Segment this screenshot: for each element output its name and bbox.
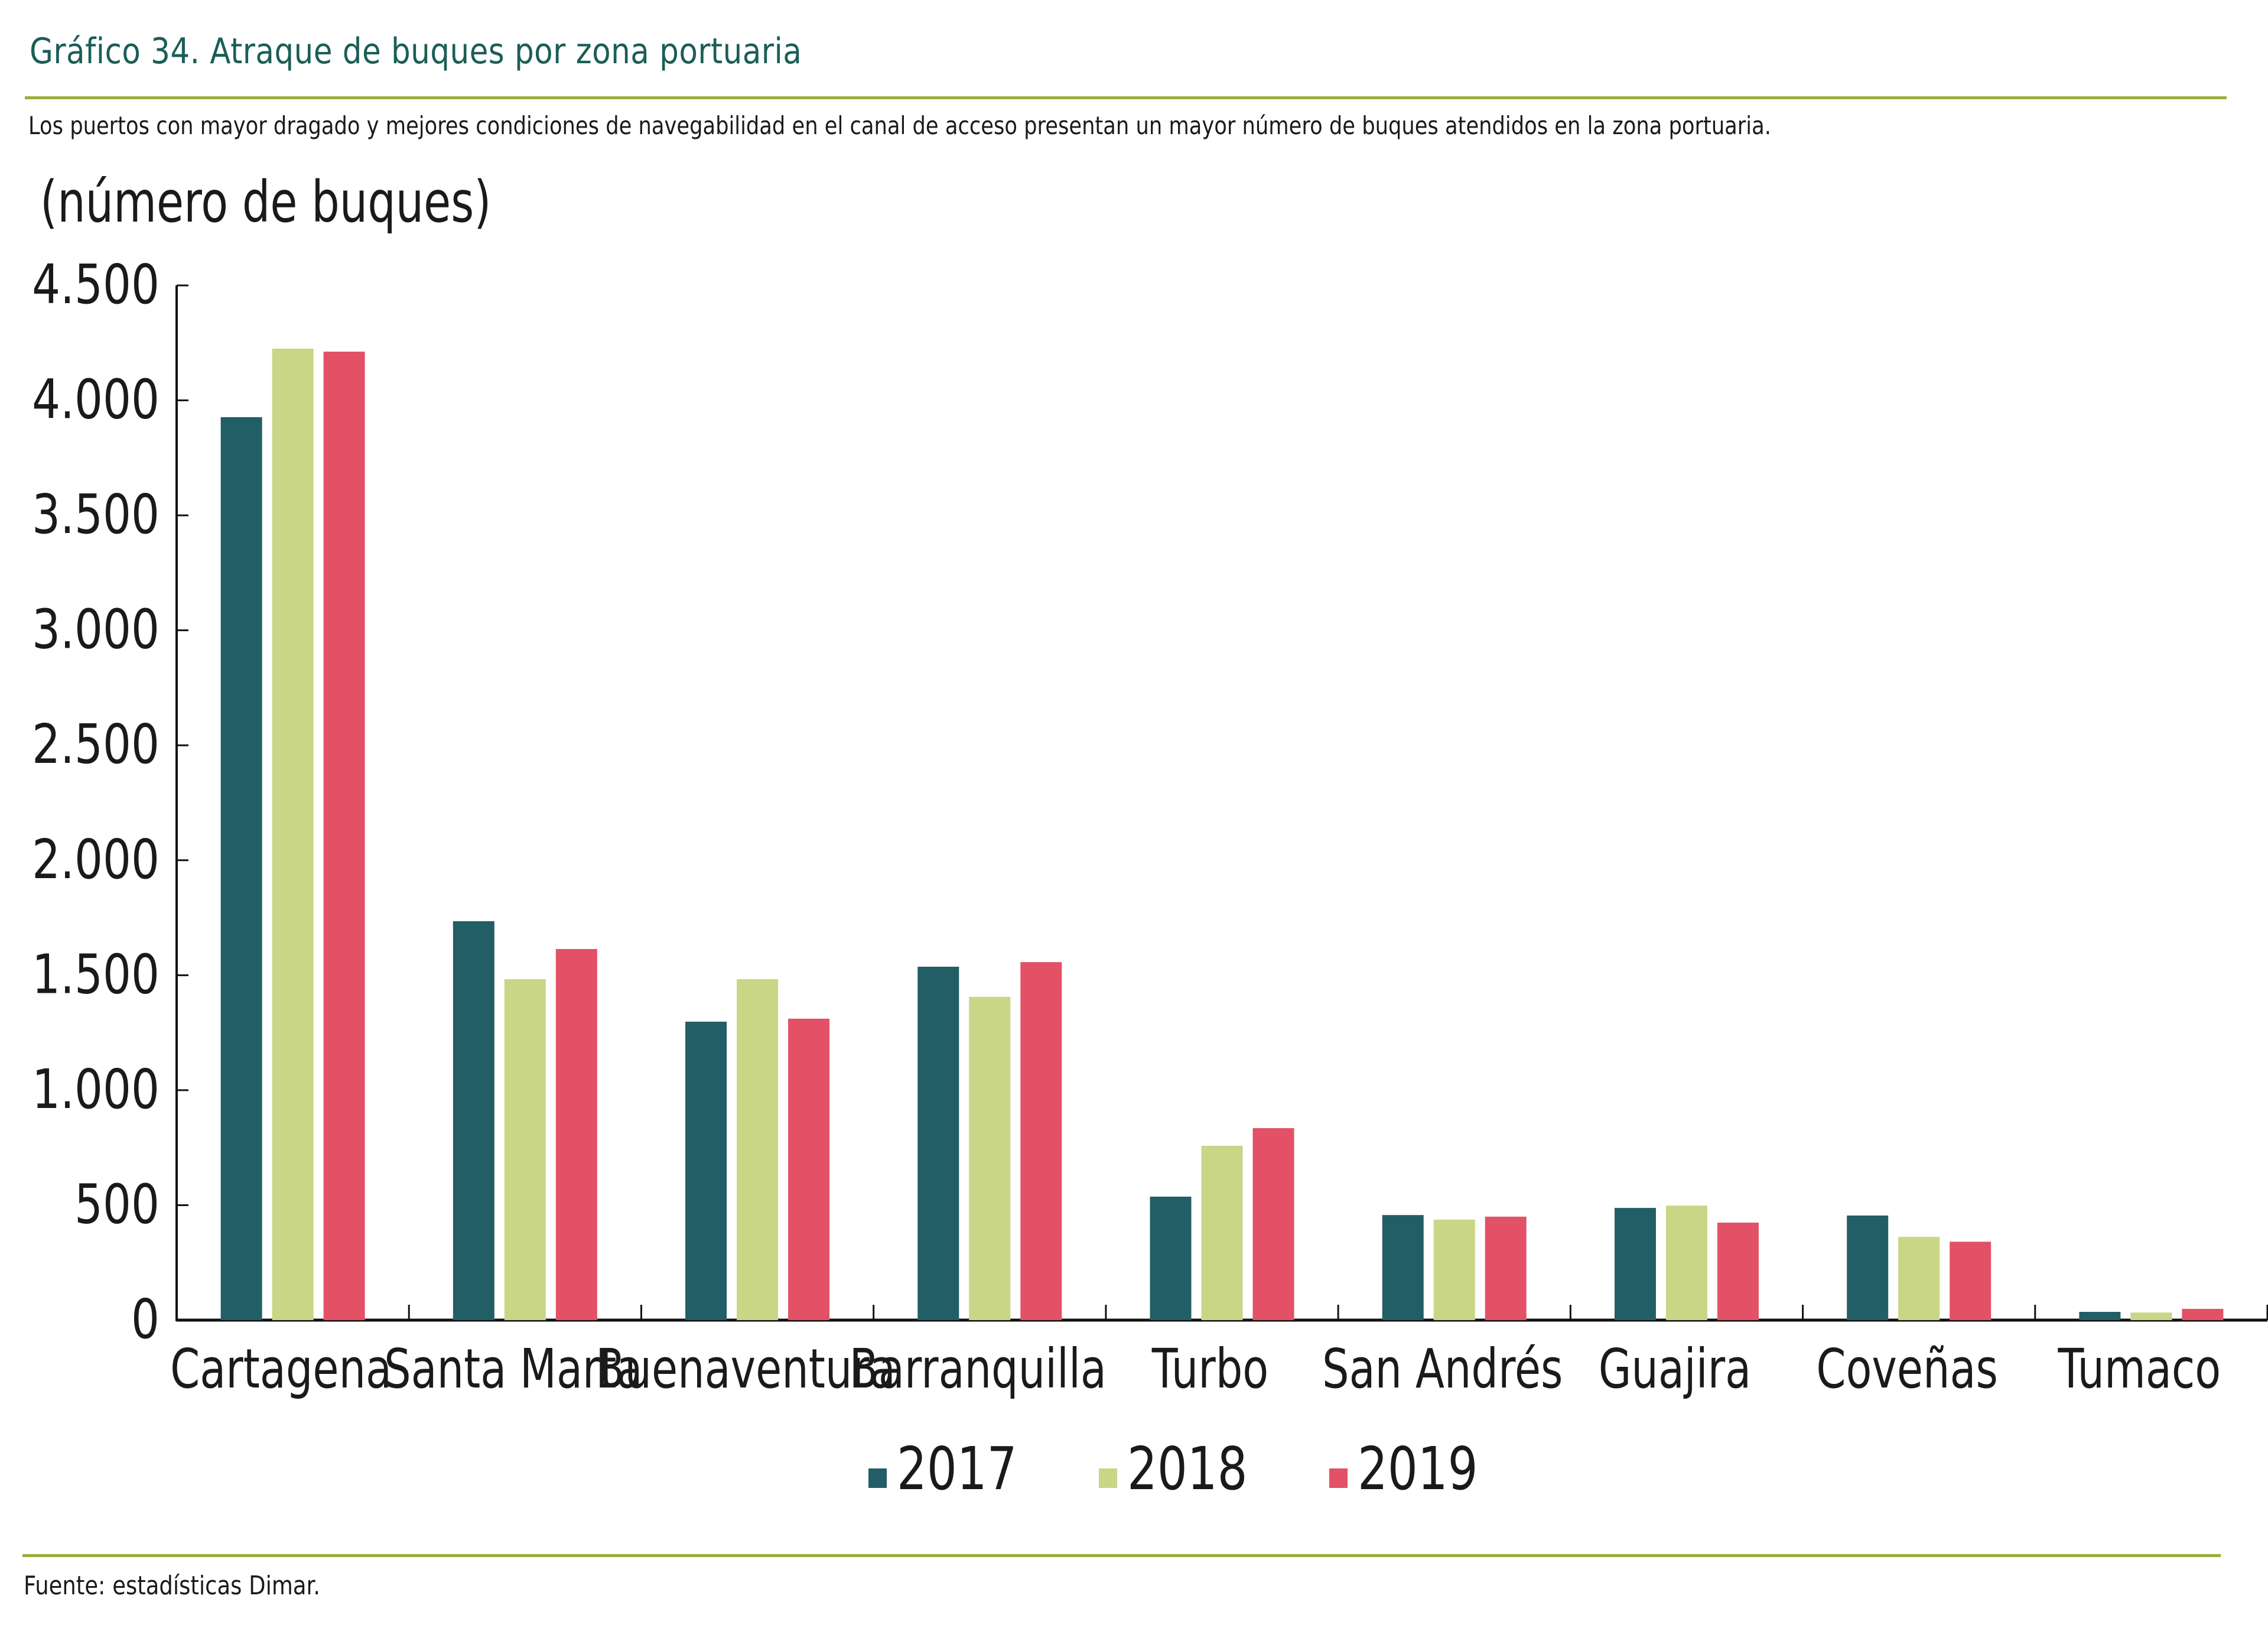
chart-title: Gráfico 34. Atraque de buques por zona p… xyxy=(30,31,802,72)
category-label: Tumaco xyxy=(2058,1337,2221,1400)
y-tick-label: 4.000 xyxy=(32,368,160,431)
y-tick-label: 3.000 xyxy=(32,597,160,661)
bar-tumaco-2019 xyxy=(2182,1308,2224,1320)
legend-swatch-2018 xyxy=(1099,1468,1117,1488)
bar-barranquilla-2017 xyxy=(917,966,959,1320)
y-tick-label: 0 xyxy=(131,1288,160,1351)
y-tick-label: 1.000 xyxy=(32,1058,160,1121)
source-note: Fuente: estadísticas Dimar. xyxy=(24,1571,321,1601)
bar-turbo-2017 xyxy=(1150,1197,1192,1320)
y-tick-label: 3.500 xyxy=(32,483,160,546)
category-label: Cartagena xyxy=(170,1337,392,1400)
bar-cartagena-2017 xyxy=(220,417,262,1320)
bar-cove-as-2019 xyxy=(1950,1242,1992,1320)
chart-subtitle: Los puertos con mayor dragado y mejores … xyxy=(28,111,1771,140)
bar-buenaventura-2017 xyxy=(685,1021,727,1320)
bar-buenaventura-2019 xyxy=(788,1018,830,1320)
legend-swatch-2017 xyxy=(868,1468,887,1488)
bars xyxy=(220,349,2224,1321)
bar-cove-as-2017 xyxy=(1847,1215,1889,1320)
bar-cove-as-2018 xyxy=(1898,1237,1940,1320)
category-label: Guajira xyxy=(1599,1337,1751,1400)
bar-santa-marta-2018 xyxy=(504,979,546,1320)
bar-barranquilla-2018 xyxy=(969,996,1011,1320)
top-divider xyxy=(25,96,2227,99)
category-label: Turbo xyxy=(1151,1337,1268,1400)
bar-san-andr-s-2017 xyxy=(1382,1215,1424,1320)
bar-tumaco-2017 xyxy=(2079,1311,2121,1320)
bar-cartagena-2018 xyxy=(272,349,314,1320)
y-tick-label: 1.500 xyxy=(32,943,160,1006)
category-label: Santa Marta xyxy=(384,1337,642,1400)
y-tick-label: 4.500 xyxy=(32,253,160,316)
bar-guajira-2019 xyxy=(1717,1223,1759,1320)
bar-santa-marta-2019 xyxy=(555,948,597,1320)
bar-turbo-2018 xyxy=(1201,1146,1243,1320)
y-axis: 0 500 1.000 1.500 2.000 2.500 3.000 3.500 4.000 4… xyxy=(32,253,188,1351)
bar-buenaventura-2018 xyxy=(737,979,779,1320)
legend-label-2017: 2017 xyxy=(897,1435,1017,1503)
bar-turbo-2019 xyxy=(1252,1128,1294,1320)
bar-guajira-2017 xyxy=(1614,1208,1656,1320)
y-axis-unit-label: (número de buques) xyxy=(40,170,491,236)
y-tick-label: 2.000 xyxy=(32,827,160,891)
category-label: Coveñas xyxy=(1816,1337,1997,1400)
legend-label-2019: 2019 xyxy=(1358,1435,1478,1503)
bottom-divider xyxy=(22,1554,2221,1557)
bar-san-andr-s-2019 xyxy=(1485,1216,1527,1320)
bar-tumaco-2018 xyxy=(2130,1312,2172,1320)
category-label: San Andrés xyxy=(1322,1337,1563,1400)
legend-swatch-2019 xyxy=(1329,1468,1348,1488)
bar-san-andr-s-2018 xyxy=(1433,1219,1475,1320)
bar-guajira-2018 xyxy=(1665,1205,1707,1320)
y-tick-label: 2.500 xyxy=(32,713,160,776)
bar-cartagena-2019 xyxy=(323,352,365,1321)
category-label: Barranquilla xyxy=(850,1337,1107,1400)
legend-label-2018: 2018 xyxy=(1127,1435,1248,1503)
category-label: Buenaventura xyxy=(596,1337,895,1400)
bar-santa-marta-2017 xyxy=(453,921,494,1320)
legend: 2017 2018 2019 xyxy=(868,1435,1478,1503)
bar-barranquilla-2019 xyxy=(1020,962,1062,1320)
y-tick-label: 500 xyxy=(74,1172,160,1236)
